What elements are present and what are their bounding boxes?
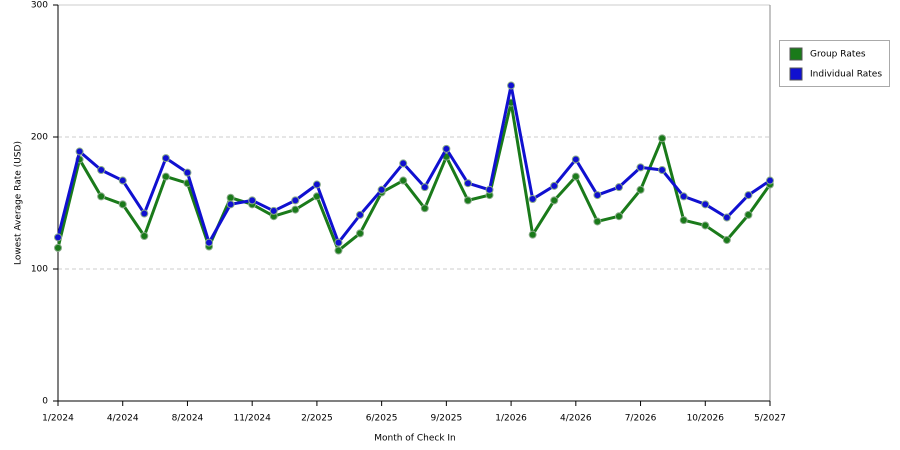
data-point [550,181,559,190]
data-point [679,192,688,201]
data-point [161,154,170,163]
data-point [636,163,645,172]
data-point [744,191,753,200]
data-point [161,172,170,181]
data-point [97,166,106,174]
data-point [485,185,494,194]
x-tick-label: 7/2026 [625,414,657,424]
data-point [420,204,429,213]
data-point [377,185,386,194]
data-point [97,192,106,201]
legend-label: Group Rates [810,50,866,60]
data-point [571,155,580,164]
x-tick-label: 5/2027 [754,414,786,424]
data-point [463,179,472,188]
data-point [550,196,559,205]
data-point [356,210,365,219]
x-tick-label: 8/2024 [172,414,204,424]
data-point [766,176,774,185]
series-line [56,101,772,253]
data-point [399,176,408,185]
data-point [334,246,343,255]
x-axis-label: Month of Check In [374,434,456,444]
x-tick-label: 9/2025 [431,414,463,424]
data-point [248,196,257,205]
data-point [614,212,623,221]
data-point [507,81,516,90]
data-point [226,200,235,209]
data-point [593,191,602,200]
data-point [442,144,451,153]
data-point [722,235,731,244]
x-tick-label: 6/2025 [366,414,398,424]
y-tick-label: 200 [31,133,48,143]
data-point [205,238,214,247]
data-point [140,232,149,240]
data-point [334,238,343,247]
x-tick-label: 10/2026 [687,414,725,424]
data-point [528,195,537,204]
data-point [701,200,710,209]
data-point [658,134,667,143]
y-tick-label: 0 [42,397,48,407]
data-point [399,159,408,168]
data-point [312,180,321,189]
data-point [291,196,300,205]
legend-label: Individual Rates [810,70,882,80]
series-line [56,84,771,245]
data-point [356,229,365,238]
data-point [722,213,731,222]
data-point [269,206,278,215]
data-point [463,196,472,205]
y-axis-label: Lowest Average Rate (USD) [14,141,24,265]
data-point [593,217,602,226]
y-tick-label: 100 [31,265,48,275]
data-point [571,172,580,181]
data-point [420,183,429,192]
data-point [744,210,753,219]
x-tick-label: 11/2024 [233,414,271,424]
data-point [226,193,235,202]
data-point [291,205,300,214]
data-point [54,233,62,242]
y-tick-label: 300 [31,1,48,11]
data-point [614,183,623,192]
data-point [183,168,192,177]
data-point [54,243,62,252]
data-point [701,221,710,230]
x-tick-label: 1/2026 [495,414,527,424]
data-point [140,209,149,218]
data-point [75,147,84,156]
legend-swatch [789,67,803,81]
data-point [118,200,127,209]
data-point [528,230,537,239]
data-point [636,185,645,194]
data-point [679,216,688,225]
x-tick-label: 1/2024 [42,414,74,424]
x-tick-label: 4/2026 [560,414,592,424]
legend-swatch [789,47,803,61]
data-point [118,176,127,185]
x-tick-label: 4/2024 [107,414,139,424]
data-point [658,166,667,174]
x-tick-label: 2/2025 [301,414,333,424]
